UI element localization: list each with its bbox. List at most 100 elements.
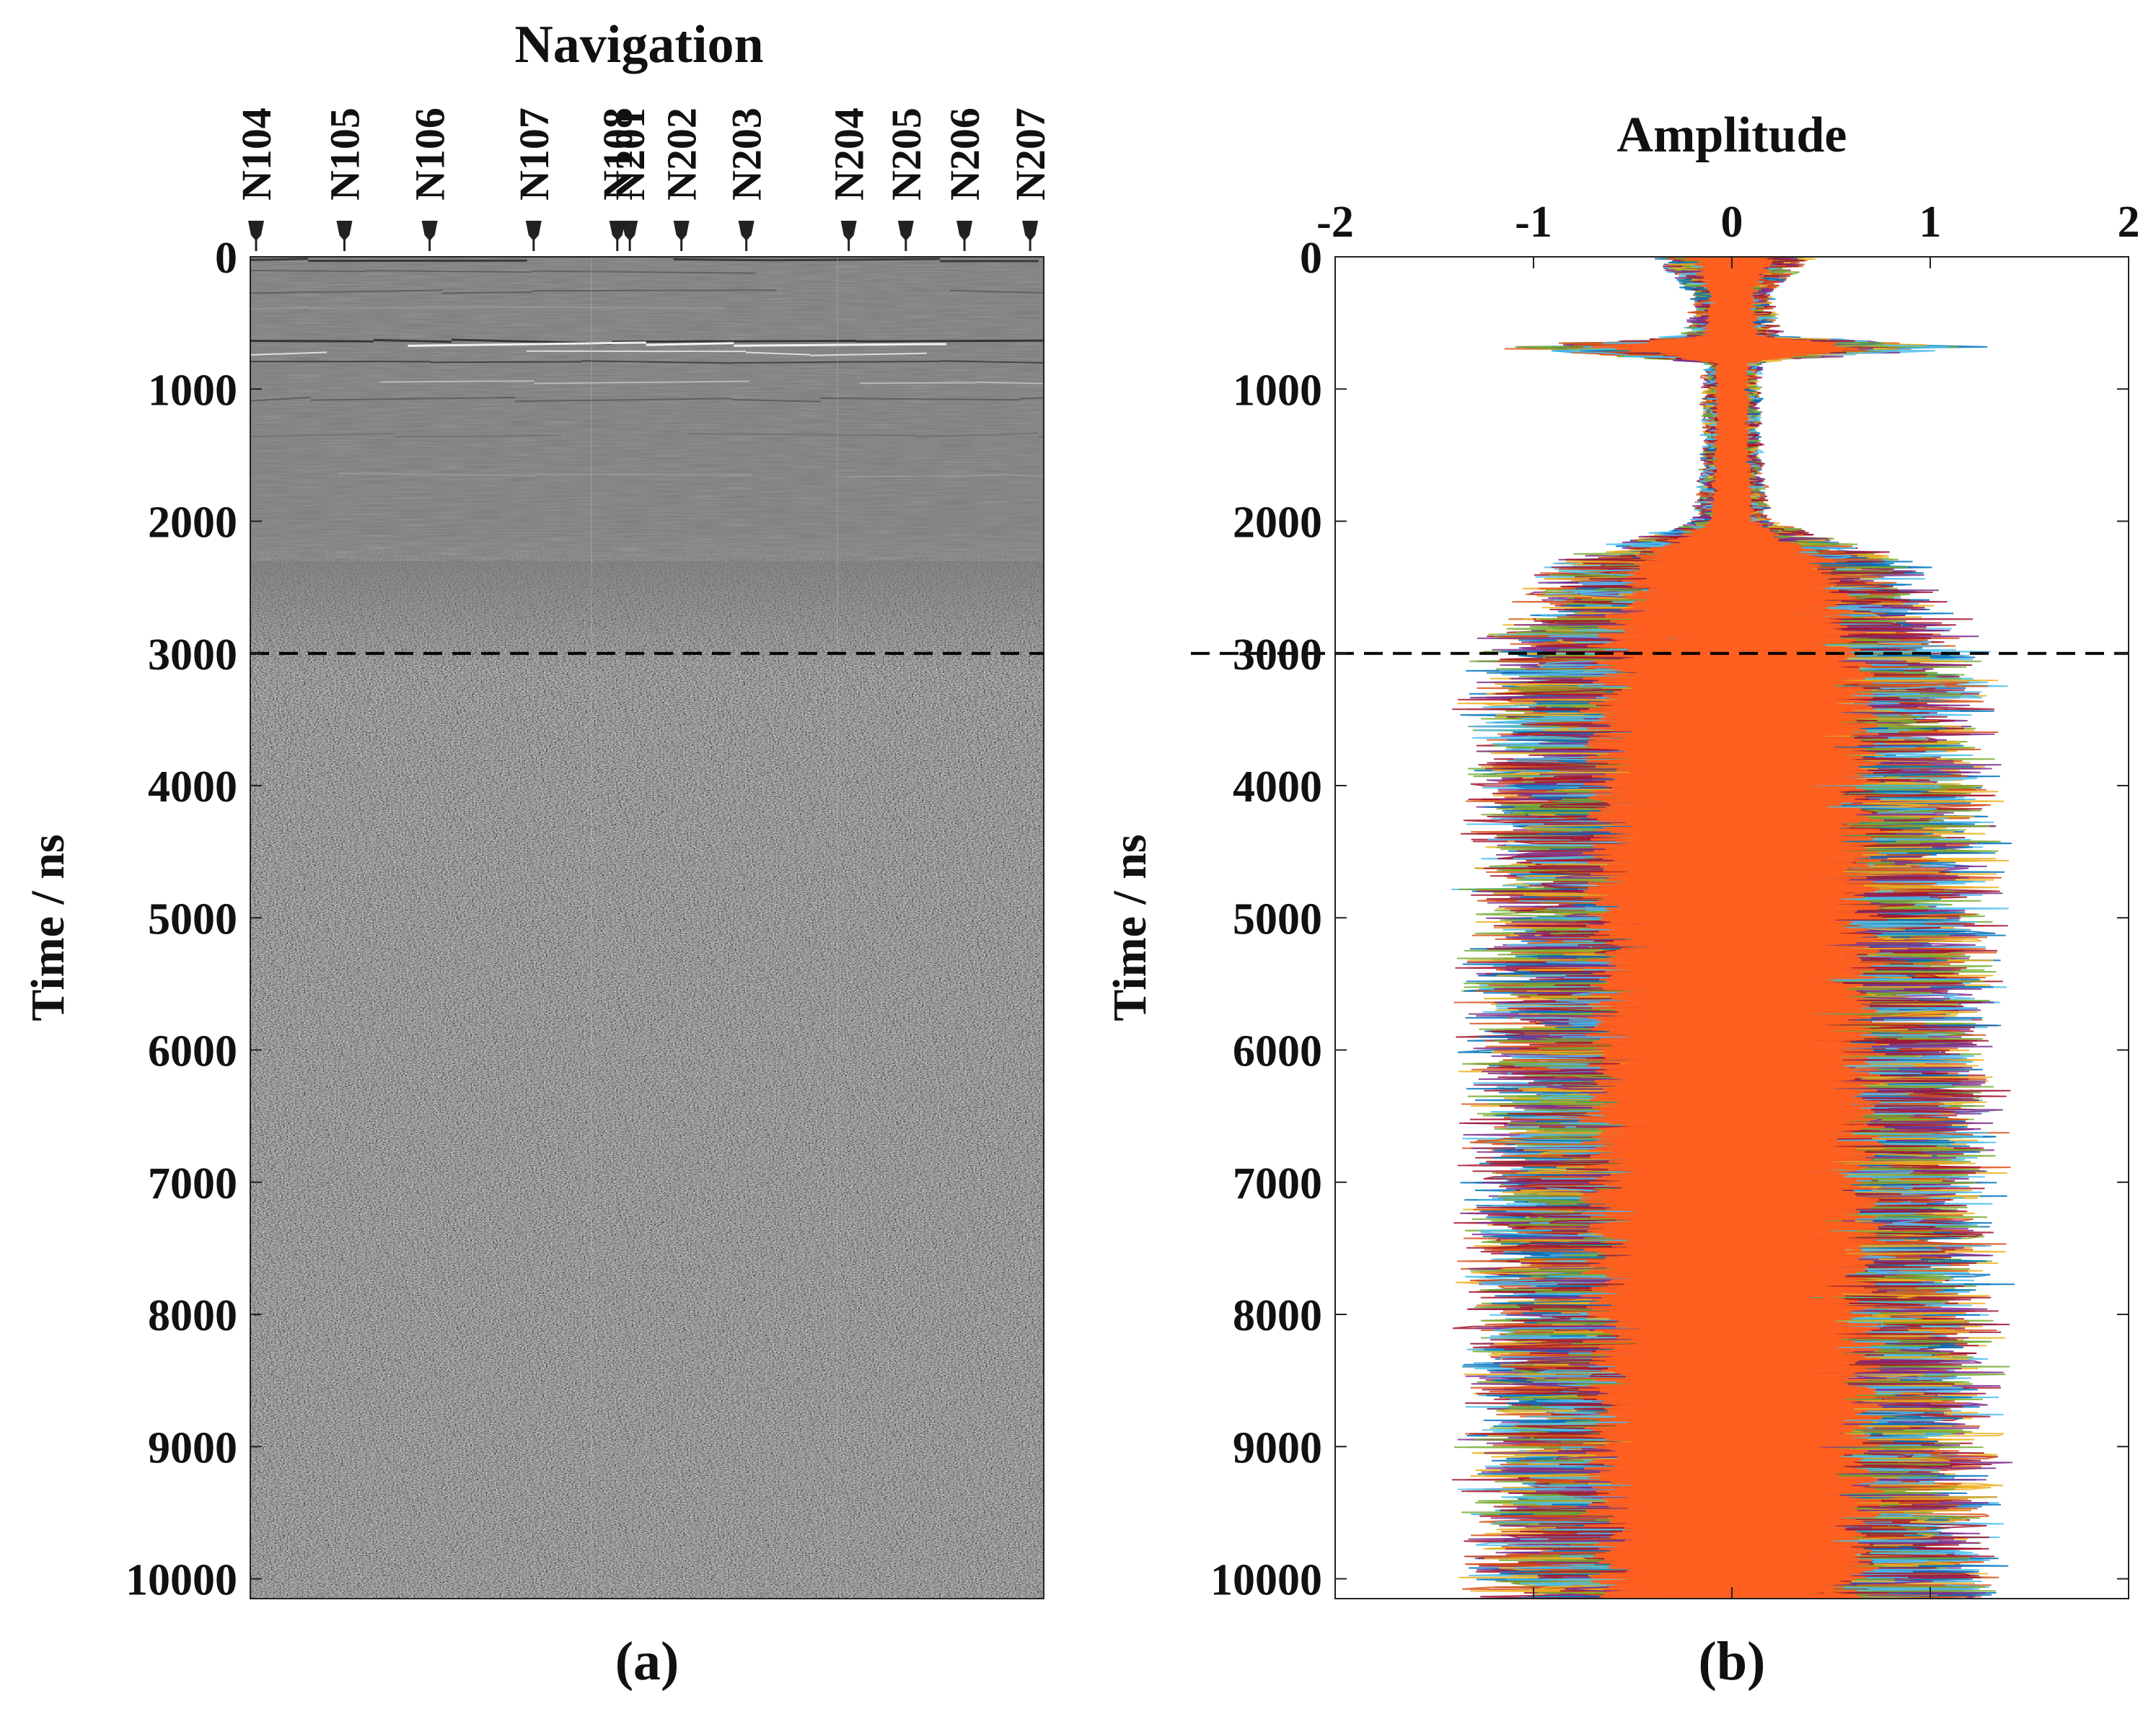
y-tick-label: 2000 [148, 498, 237, 548]
reflector-line [442, 291, 532, 294]
nav-marker-n108: N108 [594, 107, 641, 251]
reflector-line [942, 360, 1044, 364]
nav-label: N203 [723, 107, 770, 201]
reflector-line [581, 360, 731, 364]
y-tick-label: 1000 [148, 366, 237, 415]
reflector-line [820, 397, 1020, 401]
amplitude-traces [1451, 257, 2015, 1599]
reflector-line [1002, 473, 1044, 478]
pin-icon [525, 221, 542, 241]
reflector-line [673, 258, 773, 262]
y-tick-label: 10000 [1210, 1556, 1322, 1605]
y-tick-label: 6000 [1233, 1027, 1322, 1076]
nav-label: N205 [883, 107, 930, 201]
y-tick-label: 7000 [148, 1159, 237, 1208]
reflector-line [308, 305, 493, 310]
reflector-line [250, 289, 443, 294]
reflector-line [534, 380, 749, 385]
x-tick-label: 1 [1919, 198, 1942, 247]
reflector-line [250, 397, 311, 402]
reflector-line [975, 381, 1044, 385]
x-tick-label: 0 [1721, 198, 1743, 247]
x-tick-label: -2 [1316, 198, 1354, 247]
pin-icon [248, 221, 264, 241]
y-tick-label: 4000 [148, 763, 237, 812]
pin-icon [609, 221, 625, 241]
amplitude-trace-core [1580, 257, 1880, 1599]
reflector-line [746, 351, 810, 356]
reflector-line [535, 473, 752, 476]
nav-marker-n207: N207 [1007, 107, 1054, 251]
nav-marker-n205: N205 [883, 107, 930, 251]
reflector-line [310, 396, 516, 401]
y-tick-label: 8000 [1233, 1291, 1322, 1340]
reflector-line [531, 270, 756, 274]
reflector-line [338, 472, 536, 477]
panel-b-y-ticks: 0 1000 2000 3000 4000 5000 6000 7000 8000 9000 100… [1210, 234, 2129, 1605]
nav-marker-n203: N203 [723, 107, 770, 251]
nav-label: N201 [607, 107, 654, 201]
pin-icon [897, 221, 914, 241]
panel-a-y-axis-label: Time / ns [22, 834, 74, 1021]
reflector-line [250, 351, 327, 356]
reflector-line [250, 340, 374, 343]
reflector-line [250, 432, 395, 438]
reflector-line [430, 361, 582, 364]
nav-label: N105 [321, 107, 368, 201]
caption-b: (b) [1699, 1631, 1766, 1692]
radargram-top-band [250, 257, 1044, 561]
y-tick-label: 10000 [126, 1556, 237, 1605]
pin-icon [622, 221, 638, 241]
nav-marker-n201: N201 [607, 107, 654, 251]
reflector-line [772, 258, 941, 262]
nav-label: N106 [407, 107, 454, 201]
radargram-noise [250, 527, 1044, 1599]
radargram-image [250, 257, 1044, 1599]
pin-icon [673, 221, 690, 241]
reflector-line [731, 398, 821, 403]
y-tick-label: 5000 [1233, 895, 1322, 944]
y-tick-label: 8000 [148, 1291, 237, 1340]
nav-marker-n105: N105 [321, 107, 368, 251]
y-tick-label: 9000 [1233, 1423, 1322, 1472]
nav-label: N202 [659, 107, 705, 201]
reflector-line [493, 305, 726, 310]
nav-marker-n104: N104 [233, 107, 280, 251]
nav-label: N104 [233, 107, 280, 201]
nav-marker-n206: N206 [941, 107, 988, 251]
panel-b-x-axis-label: Amplitude [1617, 107, 1847, 163]
pin-icon [1022, 221, 1039, 241]
reflector-line [1019, 397, 1044, 400]
panel-b-x-ticks: -2 -1 0 1 2 [1316, 198, 2140, 1599]
reflector-line [366, 270, 532, 273]
y-tick-label: 1000 [1233, 366, 1322, 415]
y-tick-label: 5000 [148, 895, 237, 944]
x-tick-label: -1 [1515, 198, 1552, 247]
reflector-line [250, 258, 309, 261]
y-tick-label: 0 [215, 234, 237, 283]
nav-label: N107 [511, 107, 558, 201]
panel-b-y-axis-label: Time / ns [1104, 834, 1156, 1021]
reflector-line [916, 432, 1039, 438]
nav-label: N204 [826, 107, 873, 201]
nav-label: N206 [941, 107, 988, 201]
y-tick-label: 9000 [148, 1423, 237, 1472]
reflector-line [408, 341, 646, 347]
nav-marker-n202: N202 [659, 107, 705, 251]
nav-marker-n204: N204 [826, 107, 873, 251]
y-tick-label: 3000 [1233, 631, 1322, 680]
reflector-line [687, 433, 917, 436]
reflector-line [734, 343, 947, 347]
panel-a: 0 1000 2000 3000 4000 5000 6000 7000 8000 9000 100… [22, 15, 1054, 1692]
y-tick-label: 6000 [148, 1027, 237, 1076]
reflector-line [395, 434, 562, 438]
nav-marker-n106: N106 [407, 107, 454, 251]
caption-a: (a) [615, 1631, 679, 1692]
nav-marker-n107: N107 [511, 107, 558, 251]
reflector-line [646, 342, 734, 346]
reflector-line [374, 338, 452, 343]
pin-icon [336, 221, 353, 241]
y-tick-label: 3000 [148, 631, 237, 680]
nav-label: N207 [1007, 107, 1054, 201]
